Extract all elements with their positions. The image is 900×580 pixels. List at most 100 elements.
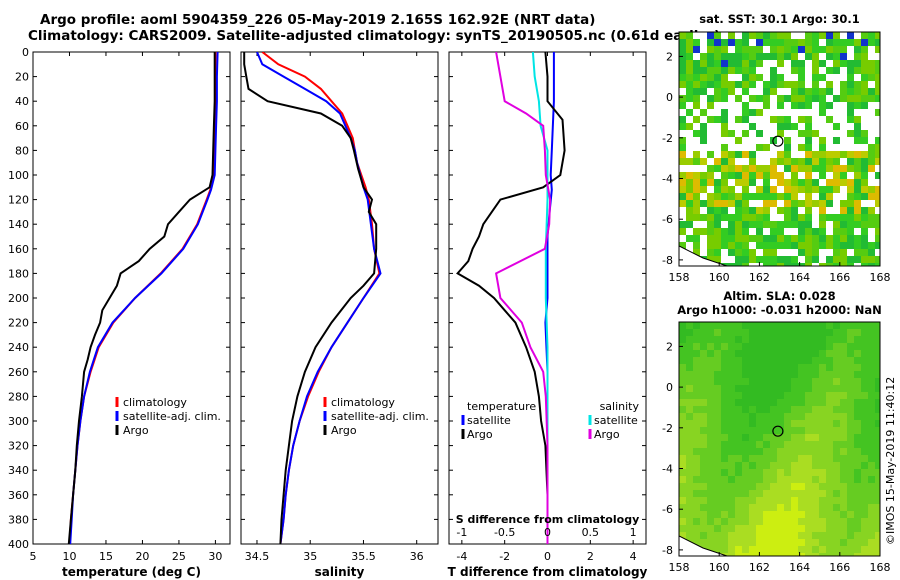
- sst_map-xtick-label: 166: [829, 271, 850, 284]
- depth-tick-label: 320: [8, 440, 29, 453]
- figure-title-line2: Climatology: CARS2009. Satellite-adjuste…: [28, 28, 721, 44]
- differences-xtick-label: -2: [499, 550, 510, 563]
- sst_map-ytick-label: -8: [662, 254, 673, 267]
- differences-series-salinity-argo: [494, 52, 552, 544]
- diff-top-tick-label: -0.5: [494, 526, 515, 539]
- depth-tick-label: 260: [8, 366, 29, 379]
- salinity-series-argo: [243, 52, 378, 544]
- diff-legend-label: satellite: [594, 414, 638, 427]
- depth-tick-label: 120: [8, 194, 29, 207]
- sst_map-ytick-label: 2: [666, 50, 673, 63]
- sla_map-title-line1: Altim. SLA: 0.028: [723, 289, 835, 303]
- diff-top-tick-label: 0.5: [582, 526, 600, 539]
- diff-top-tick-label: 1: [630, 526, 637, 539]
- sst_map-coastline: [679, 245, 728, 266]
- differences-xtick-label: -4: [456, 550, 467, 563]
- sla_map-ytick-label: 2: [666, 340, 673, 353]
- salinity-legend-label: satellite-adj. clim.: [331, 410, 429, 423]
- temperature-xtick-label: 30: [208, 550, 222, 563]
- depth-tick-label: 160: [8, 243, 29, 256]
- depth-tick-label: 280: [8, 390, 29, 403]
- sla_map-xtick-label: 160: [709, 561, 730, 574]
- sla_map-ytick-label: 0: [666, 381, 673, 394]
- temperature-series-argo: [67, 52, 216, 544]
- depth-tick-label: 40: [15, 95, 29, 108]
- sla_map-ytick-label: -8: [662, 544, 673, 557]
- salinity-xtick-label: 35: [303, 550, 317, 563]
- depth-tick-label: 400: [8, 538, 29, 551]
- differences-xtick-label: 0: [544, 550, 551, 563]
- temperature-xtick-label: 5: [30, 550, 37, 563]
- temperature-legend-label: climatology: [123, 396, 187, 409]
- diff-legend-label: satellite: [467, 414, 511, 427]
- sst_map-xtick-label: 162: [749, 271, 770, 284]
- salinity-legend-label: climatology: [331, 396, 395, 409]
- sla_map-ytick-label: -4: [662, 463, 673, 476]
- salinity-xlabel: salinity: [315, 565, 365, 579]
- sst_map-panel: 158 160 162 164 166 168 2 0 -2 -4 -6 -8 sat. SST: 30…: [662, 12, 890, 284]
- depth-tick-label: 360: [8, 489, 29, 502]
- depth-tick-label: 100: [8, 169, 29, 182]
- depth-tick-label: 80: [15, 144, 29, 157]
- depth-tick-label: 60: [15, 120, 29, 133]
- sst_map-ytick-label: -6: [662, 213, 673, 226]
- salinity-panel: 34.5 35 35.5 36 salinity climatologysatellite…: [240, 51, 439, 579]
- sla_map-xtick-label: 164: [789, 561, 810, 574]
- salinity-xtick-label: 35.5: [351, 550, 376, 563]
- sst_map-argo-position-marker: [772, 135, 784, 147]
- temperature-xlabel: temperature (deg C): [62, 565, 201, 579]
- temperature-legend-label: Argo: [123, 424, 149, 437]
- timestamp-stamp: ©IMOS 15-May-2019 11:40:12: [884, 376, 897, 545]
- salinity-axes-frame: [240, 51, 439, 545]
- diff-legend-label: Argo: [467, 428, 493, 441]
- diff-legend-temperature-title: temperature: [467, 400, 536, 413]
- depth-tick-label: 380: [8, 513, 29, 526]
- temperature-panel: 0 20 40 60 80 100 120 140 160 180 200 220 240 260 280 3…: [8, 46, 231, 579]
- salinity-series-satellite-adj-clim-: [256, 52, 382, 544]
- sla_map-xtick-label: 168: [870, 561, 891, 574]
- sst_map-axes-frame: [678, 31, 881, 267]
- sst_map-xtick-label: 164: [789, 271, 810, 284]
- sla_map-coastline: [679, 535, 728, 556]
- sst_map-xtick-label: 158: [669, 271, 690, 284]
- diff-top-axis-label: S difference from climatology: [456, 513, 640, 526]
- sst_map-xtick-label: 160: [709, 271, 730, 284]
- depth-tick-label: 140: [8, 218, 29, 231]
- temperature-xtick-label: 15: [99, 550, 113, 563]
- temperature-xtick-label: 10: [62, 550, 76, 563]
- sla_map-xtick-label: 158: [669, 561, 690, 574]
- sla_map-panel: 158 160 162 164 166 168 2 0 -2 -4 -6 -8 Altim. SLA: …: [662, 289, 890, 574]
- sst_map-ytick-label: 0: [666, 91, 673, 104]
- differences-xtick-label: 4: [630, 550, 637, 563]
- sst_map-xtick-label: 168: [870, 271, 891, 284]
- depth-tick-label: 220: [8, 317, 29, 330]
- depth-tick-label: 180: [8, 267, 29, 280]
- differences-xtick-label: 2: [587, 550, 594, 563]
- sla_map-ytick-label: -2: [662, 422, 673, 435]
- sla_map-axes-frame: [678, 321, 881, 557]
- temperature-axes-frame: [32, 51, 231, 545]
- differences-panel: -4 -2 0 2 4 T difference from climatology -1 -0…: [448, 51, 648, 579]
- sla_map-title-line2: Argo h1000: -0.031 h2000: NaN: [677, 303, 881, 317]
- salinity-xtick-label: 34.5: [245, 550, 270, 563]
- salinity-xtick-label: 36: [410, 550, 424, 563]
- diff-top-tick-label: 0: [544, 526, 551, 539]
- depth-tick-label: 240: [8, 341, 29, 354]
- diff-top-tick-label: -1: [456, 526, 467, 539]
- sst_map-field: [679, 32, 880, 266]
- temperature-xtick-label: 25: [172, 550, 186, 563]
- sla_map-xtick-label: 162: [749, 561, 770, 574]
- sst_map-ytick-label: -2: [662, 132, 673, 145]
- differences-xlabel: T difference from climatology: [448, 565, 648, 579]
- diff-legend-salinity-title: salinity: [600, 400, 640, 413]
- depth-tick-label: 300: [8, 415, 29, 428]
- depth-tick-label: 0: [22, 46, 29, 59]
- temperature-xtick-label: 20: [135, 550, 149, 563]
- temperature-legend-label: satellite-adj. clim.: [123, 410, 221, 423]
- figure-title-line1: Argo profile: aoml 5904359_226 05-May-20…: [40, 12, 596, 28]
- sst_map-title: sat. SST: 30.1 Argo: 30.1: [699, 12, 859, 26]
- salinity-legend-label: Argo: [331, 424, 357, 437]
- sla_map-field: [679, 322, 880, 556]
- depth-tick-label: 20: [15, 71, 29, 84]
